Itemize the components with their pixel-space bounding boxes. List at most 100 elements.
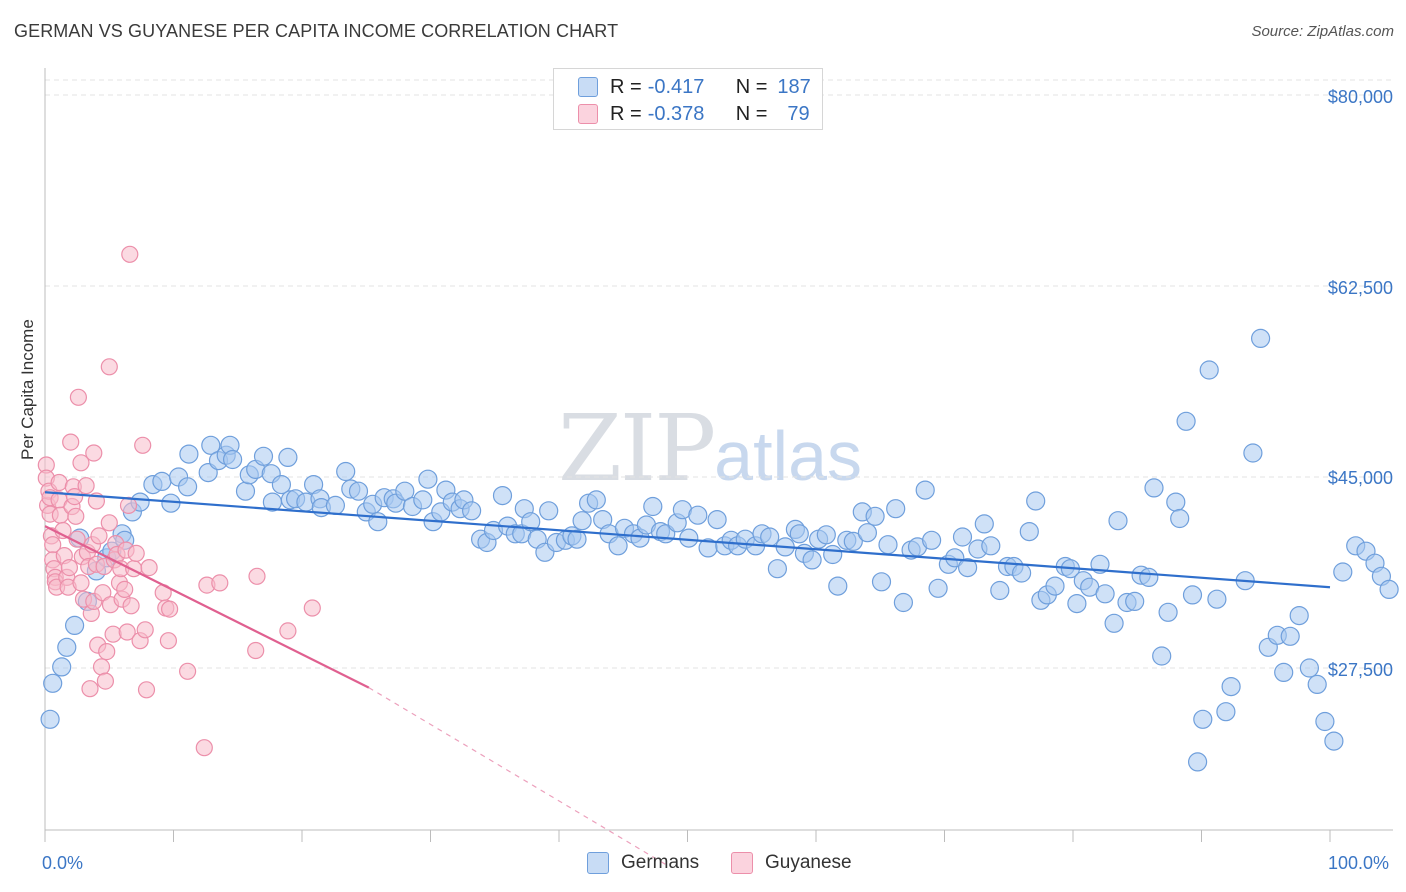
germans-point: [643, 496, 663, 517]
guyanese-trend-line: [44, 525, 370, 689]
germans-point: [1280, 626, 1300, 646]
germans-point: [1125, 591, 1145, 612]
watermark-atlas: atlas: [714, 417, 863, 495]
germans-point: [1152, 646, 1172, 666]
germans-swatch: [578, 77, 598, 97]
watermark: ZIPatlas: [558, 395, 862, 502]
guyanese-point: [50, 473, 68, 492]
germans-point: [40, 709, 60, 729]
germans-point: [679, 528, 699, 548]
germans-point: [223, 449, 243, 470]
germans-point: [1315, 711, 1335, 732]
germans-point: [816, 525, 836, 545]
germans-point: [1176, 411, 1196, 431]
legend-label-guyanese: Guyanese: [765, 852, 852, 873]
germans-point: [871, 572, 892, 592]
germans-point: [843, 531, 863, 552]
guyanese-point: [161, 600, 179, 618]
r-label: R =: [610, 75, 642, 98]
germans-point: [271, 475, 291, 495]
n-label: N =: [735, 75, 768, 98]
y-tick-label: $80,000: [1327, 87, 1393, 107]
n-value: 187: [777, 75, 811, 98]
germans-point: [57, 637, 77, 657]
guyanese-point: [72, 574, 90, 592]
germans-point: [413, 490, 433, 510]
germans-point: [928, 578, 948, 598]
germans-point: [608, 536, 628, 556]
germans-point: [395, 481, 415, 501]
germans-point: [886, 499, 906, 519]
germans-point: [1090, 554, 1110, 574]
germans-point: [1379, 579, 1399, 600]
germans-point: [1187, 752, 1208, 772]
germans-point: [178, 477, 198, 497]
y-tick-label: $27,500: [1327, 660, 1393, 680]
germans-point: [688, 505, 708, 525]
germans-point: [760, 527, 780, 547]
germans-point: [521, 512, 541, 532]
germans-point: [1221, 676, 1241, 697]
germans-point: [1104, 613, 1124, 633]
guyanese-point: [85, 444, 103, 462]
germans-swatch: [587, 852, 609, 874]
guyanese-point: [137, 681, 156, 699]
guyanese-point: [72, 454, 90, 472]
germans-point: [1026, 491, 1046, 511]
legend-label-germans: Germans: [621, 852, 700, 873]
germans-point: [567, 529, 587, 549]
germans-point: [921, 530, 942, 550]
germans-point: [1193, 709, 1213, 729]
germans-point: [152, 471, 172, 491]
r-value: -0.417: [647, 75, 705, 98]
germans-point: [161, 493, 181, 513]
source-label: Source: ZipAtlas.com: [1251, 23, 1394, 40]
y-tick-label: $45,000: [1327, 468, 1393, 488]
guyanese-point: [116, 580, 134, 599]
guyanese-point: [127, 544, 145, 563]
chart-title: GERMAN VS GUYANESE PER CAPITA INCOME COR…: [14, 21, 619, 41]
germans-point: [235, 481, 256, 501]
germans-point: [1274, 662, 1294, 683]
guyanese-point: [65, 488, 84, 506]
germans-point: [336, 461, 356, 482]
guyanese-trend-extension: [368, 687, 666, 865]
germans-point: [990, 580, 1010, 601]
guyanese-point: [104, 625, 122, 643]
germans-point: [915, 480, 935, 500]
r-label: R =: [610, 102, 642, 125]
germans-point: [1170, 508, 1190, 529]
germans-point: [802, 550, 822, 570]
y-tick-label: $62,500: [1327, 278, 1393, 298]
guyanese-point: [211, 574, 229, 592]
germans-point: [952, 527, 973, 547]
germans-point: [1108, 511, 1128, 531]
germans-point: [492, 486, 513, 506]
germans-point: [1207, 589, 1227, 609]
germans-point: [1250, 328, 1271, 348]
legend-item-guyanese: Guyanese: [731, 852, 852, 874]
guyanese-point: [134, 436, 152, 454]
germans-point: [179, 444, 199, 464]
guyanese-point: [122, 597, 140, 615]
guyanese-point: [92, 658, 111, 676]
guyanese-point: [303, 599, 321, 617]
legend-row-germans: R = -0.417 N = 187: [578, 74, 811, 100]
germans-point: [1243, 443, 1263, 463]
guyanese-point: [90, 527, 108, 545]
n-label: N =: [735, 102, 768, 125]
germans-point: [278, 447, 298, 467]
germans-point: [878, 535, 898, 555]
legend-row-guyanese: R = -0.378 N = 79: [578, 101, 810, 127]
guyanese-point: [100, 358, 118, 376]
guyanese-point: [96, 672, 115, 690]
germans-point: [707, 509, 727, 530]
germans-point: [1139, 567, 1159, 588]
germans-point: [823, 544, 843, 565]
guyanese-point: [179, 662, 197, 680]
r-value: -0.378: [647, 102, 705, 125]
germans-point: [865, 506, 885, 526]
y-axis-label: Per Capita Income: [18, 319, 37, 460]
n-value: 79: [787, 102, 810, 125]
guyanese-point: [100, 514, 118, 532]
